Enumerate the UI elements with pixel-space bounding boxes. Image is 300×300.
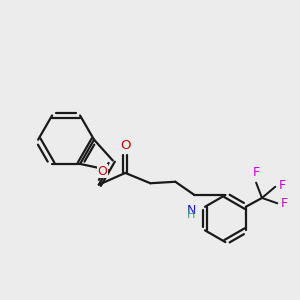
- Text: O: O: [97, 165, 107, 178]
- Text: F: F: [279, 178, 286, 191]
- Text: N: N: [187, 204, 196, 218]
- Text: F: F: [281, 197, 288, 210]
- Text: H: H: [187, 210, 196, 220]
- Text: F: F: [253, 166, 260, 179]
- Text: O: O: [120, 139, 130, 152]
